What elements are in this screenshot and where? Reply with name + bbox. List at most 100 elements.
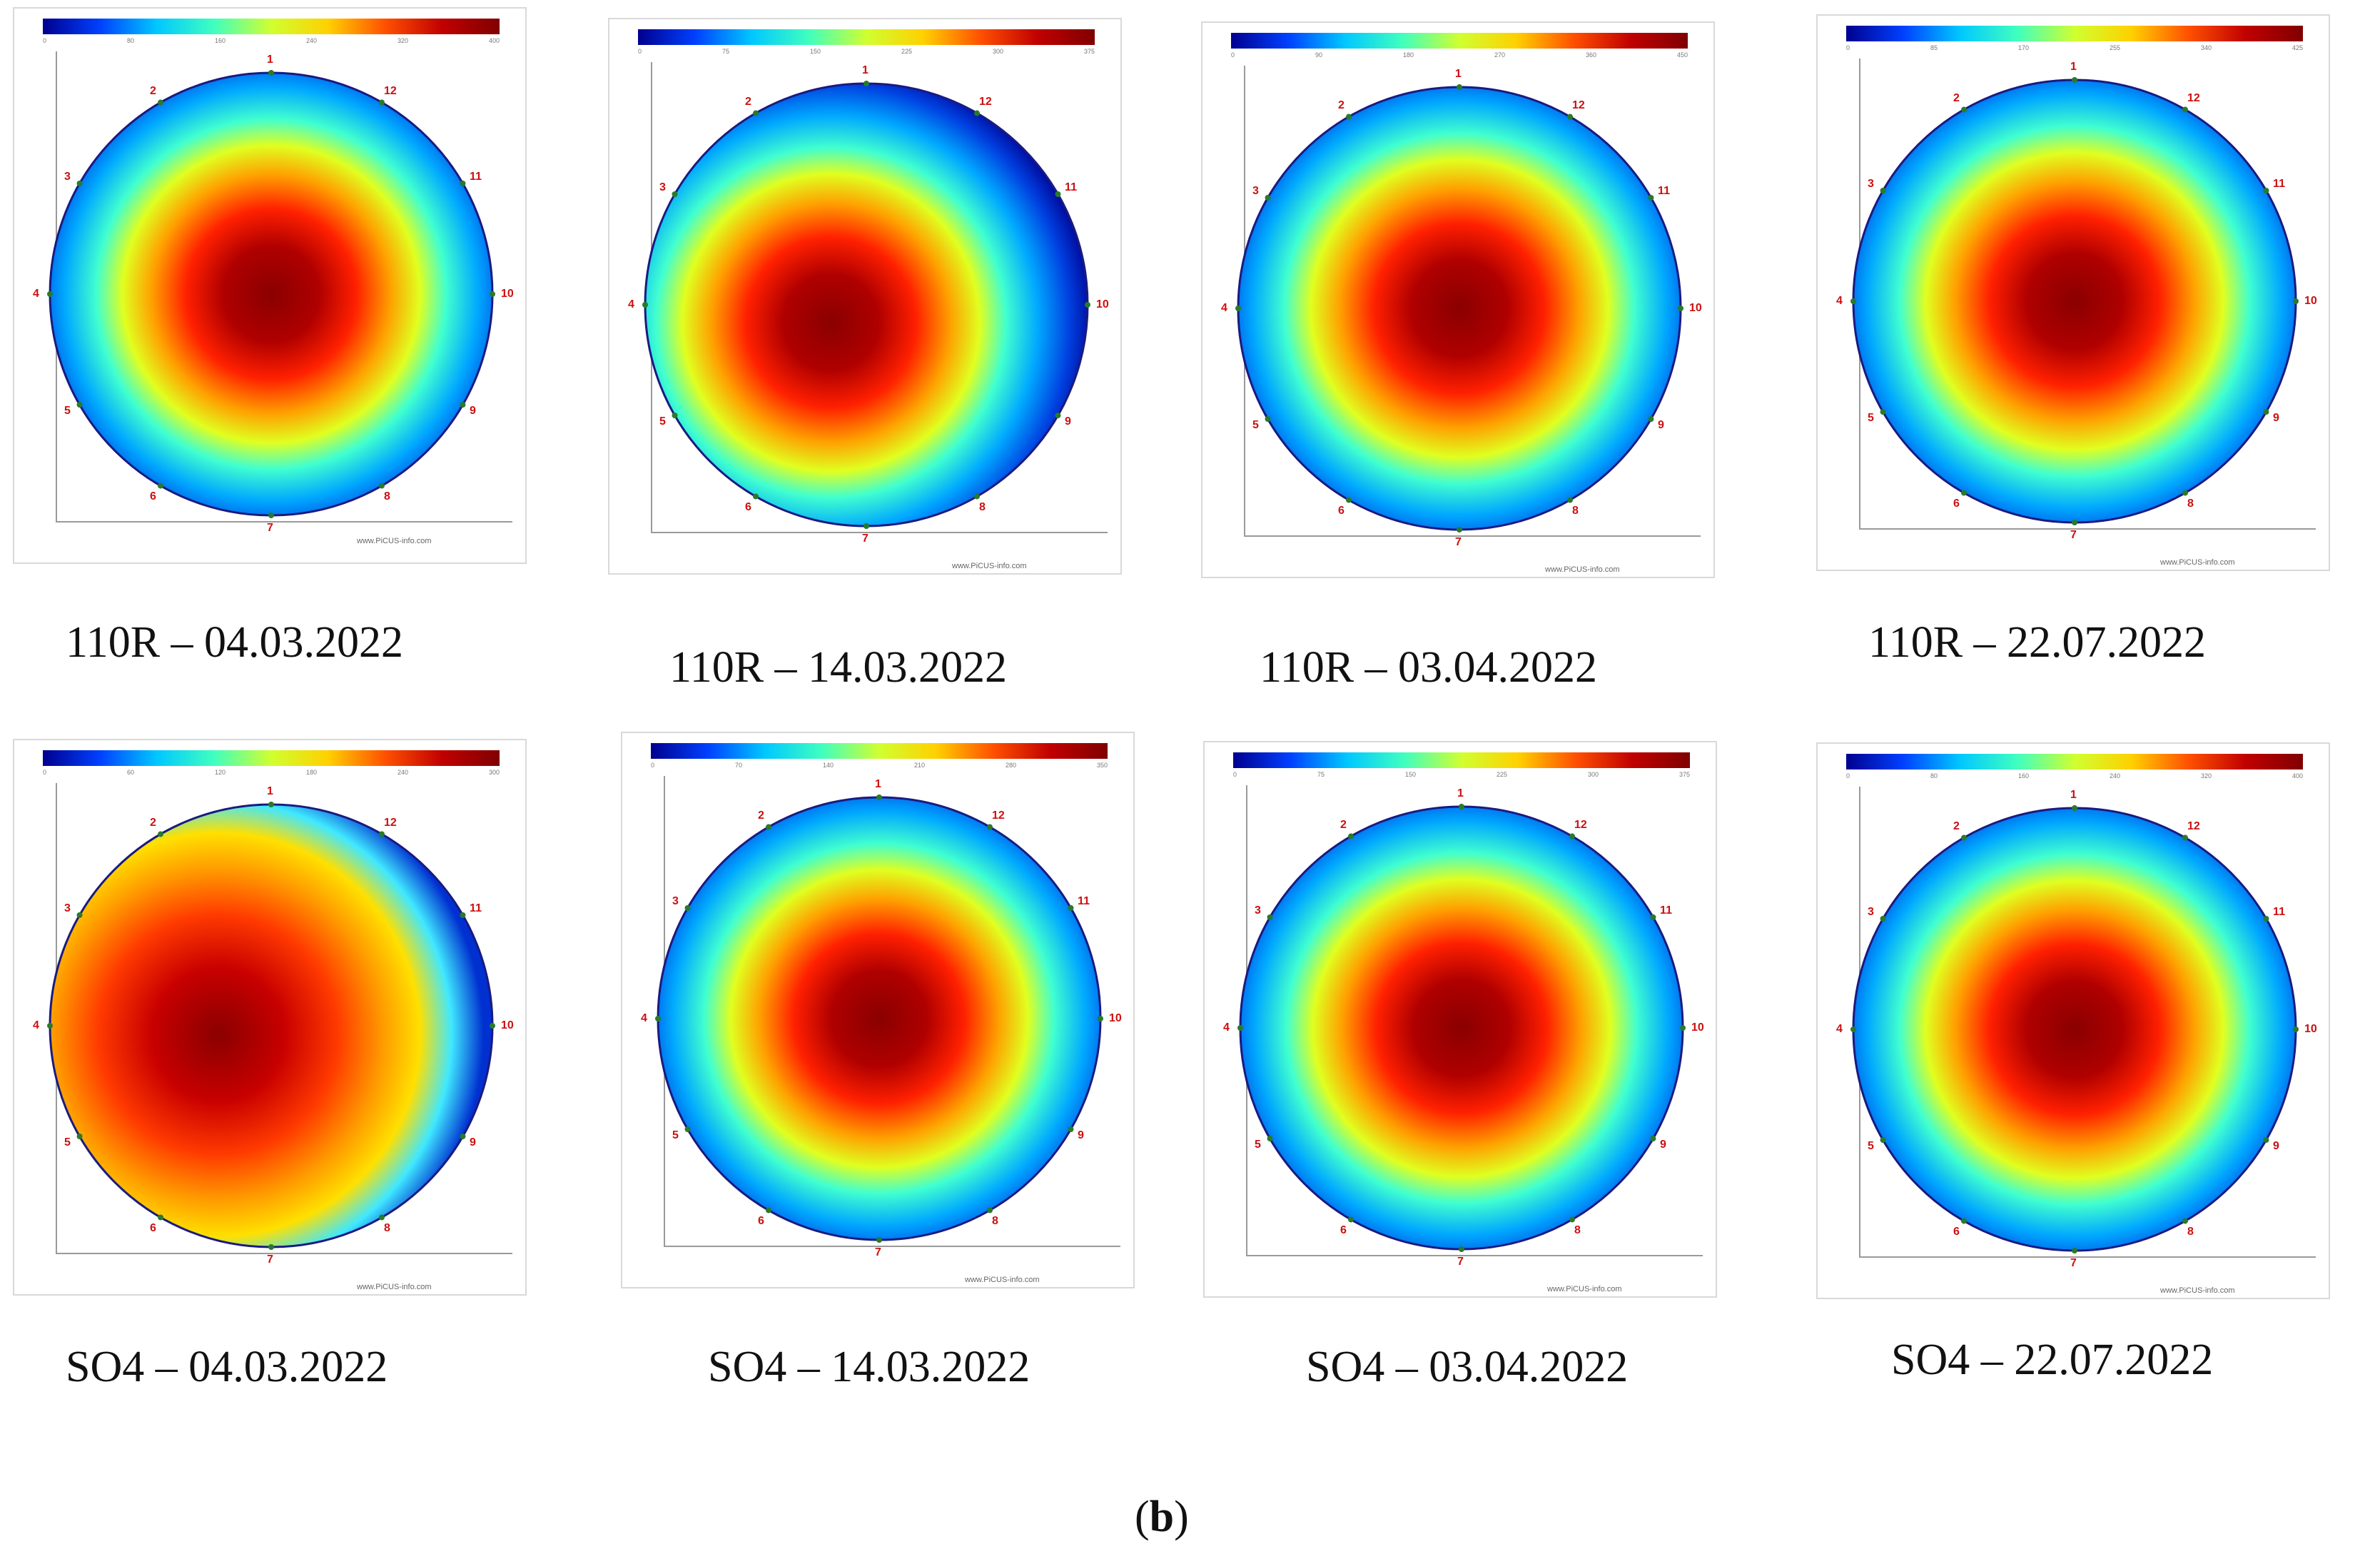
tomogram-disc [1850, 805, 2299, 1253]
sensor-point [2072, 1248, 2077, 1253]
scale-tick-label: 270 [1494, 51, 1505, 59]
measurement-point-label: 8 [384, 1222, 390, 1235]
sensor-point [2072, 805, 2077, 811]
color-scale-ticks: 0 75 150 225 300 375 [638, 48, 1095, 58]
tomogram-panel-7: www.PiCUS-info.com 0 75 150 225 300 375 1 2 3 4 5 6… [1203, 741, 1717, 1298]
sensor-point [2072, 77, 2077, 83]
measurement-point-label: 5 [64, 405, 71, 417]
caption-1: 110R – 04.03.2022 [66, 618, 404, 667]
heat-disc [1852, 807, 2297, 1252]
scale-tick-label: 320 [2200, 772, 2212, 779]
sensor-point [490, 291, 495, 297]
sensor-point [2182, 1218, 2188, 1224]
scale-tick-label: 300 [488, 769, 500, 776]
measurement-point-label: 6 [150, 490, 156, 503]
tomogram-panel-2: www.PiCUS-info.com 0 75 150 225 300 375 1 2 3 4 5 6… [608, 18, 1122, 575]
measurement-point-label: 3 [1254, 904, 1261, 917]
measurement-point-label: 12 [384, 816, 397, 829]
tomogram-disc [642, 81, 1090, 529]
scale-tick-label: 80 [126, 37, 134, 44]
measurement-point-label: 10 [1691, 1021, 1704, 1034]
sensor-point [987, 1207, 993, 1214]
scale-tick-label: 0 [1233, 771, 1237, 778]
sensor-point [76, 181, 83, 186]
color-scale-ticks: 0 60 120 180 240 300 [43, 769, 500, 779]
sensor-point [76, 402, 83, 408]
measurement-point-label: 4 [641, 1012, 647, 1024]
tomogram-panel-3: www.PiCUS-info.com 0 90 180 270 360 450 1 2 3 4 5 6… [1201, 21, 1715, 578]
measurement-point-label: 9 [1078, 1129, 1084, 1141]
heat-disc [1852, 79, 2297, 524]
sensor-point [1267, 1136, 1273, 1141]
sensor-point [1567, 497, 1573, 503]
measurement-point-label: 12 [1574, 818, 1587, 831]
measurement-point-label: 7 [1457, 1256, 1464, 1268]
tomogram-panel-5: www.PiCUS-info.com 0 60 120 180 240 300 1 2 3 4 5 6… [13, 739, 527, 1296]
measurement-point-label: 11 [1658, 185, 1670, 197]
sensor-point [47, 291, 53, 297]
measurement-point-label: 8 [1574, 1224, 1581, 1237]
sensor-point [460, 912, 466, 918]
scale-tick-label: 180 [1402, 51, 1414, 59]
sensor-point [2263, 1137, 2269, 1143]
measurement-point-label: 5 [1867, 412, 1874, 424]
sensor-point [1961, 1218, 1967, 1224]
site-watermark: www.PiCUS-info.com [1545, 565, 1620, 574]
measurement-point-label: 8 [979, 501, 986, 514]
measurement-point-label: 4 [33, 288, 39, 300]
sensor-point [1457, 527, 1462, 533]
sensor-point [2293, 298, 2299, 304]
tomogram-disc [1850, 77, 2299, 525]
color-scale-ticks: 0 70 140 210 280 350 [651, 762, 1108, 772]
sensor-point [1055, 191, 1061, 197]
sensor-point [1068, 1126, 1074, 1132]
scale-tick-label: 0 [638, 48, 642, 55]
measurement-point-label: 7 [2070, 529, 2077, 541]
measurement-point-label: 10 [1109, 1012, 1122, 1024]
sensor-point [1348, 833, 1354, 839]
sensor-point [2263, 188, 2269, 193]
measurement-point-label: 2 [1340, 818, 1347, 831]
measurement-point-label: 1 [875, 778, 881, 790]
sensor-point [1055, 413, 1061, 418]
caption-4: 110R – 22.07.2022 [1868, 618, 2207, 667]
scale-tick-label: 0 [1846, 772, 1850, 779]
tomogram-disc [47, 70, 495, 518]
color-scale-bar [43, 19, 500, 34]
heat-disc [644, 82, 1089, 528]
x-axis [56, 521, 512, 523]
sensor-point [1880, 1137, 1886, 1143]
scale-tick-label: 160 [214, 37, 226, 44]
measurement-point-label: 8 [384, 490, 390, 503]
scale-tick-label: 0 [651, 762, 655, 769]
site-watermark: www.PiCUS-info.com [357, 537, 432, 545]
measurement-point-label: 7 [2070, 1257, 2077, 1269]
scale-tick-label: 150 [1404, 771, 1416, 778]
scale-tick-label: 375 [1083, 48, 1095, 55]
scale-tick-label: 350 [1096, 762, 1108, 769]
measurement-point-label: 3 [672, 895, 679, 907]
measurement-point-label: 5 [672, 1129, 679, 1141]
sensor-point [2182, 490, 2188, 496]
sensor-point [1680, 1025, 1686, 1031]
sensor-point [1880, 409, 1886, 415]
sensor-point [672, 413, 678, 418]
color-scale-bar [1846, 754, 2303, 770]
measurement-point-label: 6 [1953, 1226, 1960, 1238]
sensor-point [268, 513, 274, 518]
color-scale-bar [1846, 26, 2303, 41]
sensor-point [876, 794, 882, 800]
measurement-point-label: 8 [2187, 498, 2194, 510]
sensor-point [987, 824, 993, 830]
scale-tick-label: 300 [992, 48, 1003, 55]
measurement-point-label: 11 [1065, 181, 1077, 193]
sensor-point [1650, 1136, 1656, 1141]
scale-tick-label: 425 [2292, 44, 2303, 51]
measurement-point-label: 3 [1867, 906, 1874, 918]
measurement-point-label: 5 [64, 1136, 71, 1149]
sensor-point [753, 110, 759, 116]
tomogram-panel-1: www.PiCUS-info.com 0 80 160 240 320 400 1 2 3 4 5 6… [13, 7, 527, 564]
x-axis [664, 1246, 1120, 1247]
sensor-point [1961, 106, 1967, 113]
measurement-point-label: 3 [659, 181, 666, 193]
